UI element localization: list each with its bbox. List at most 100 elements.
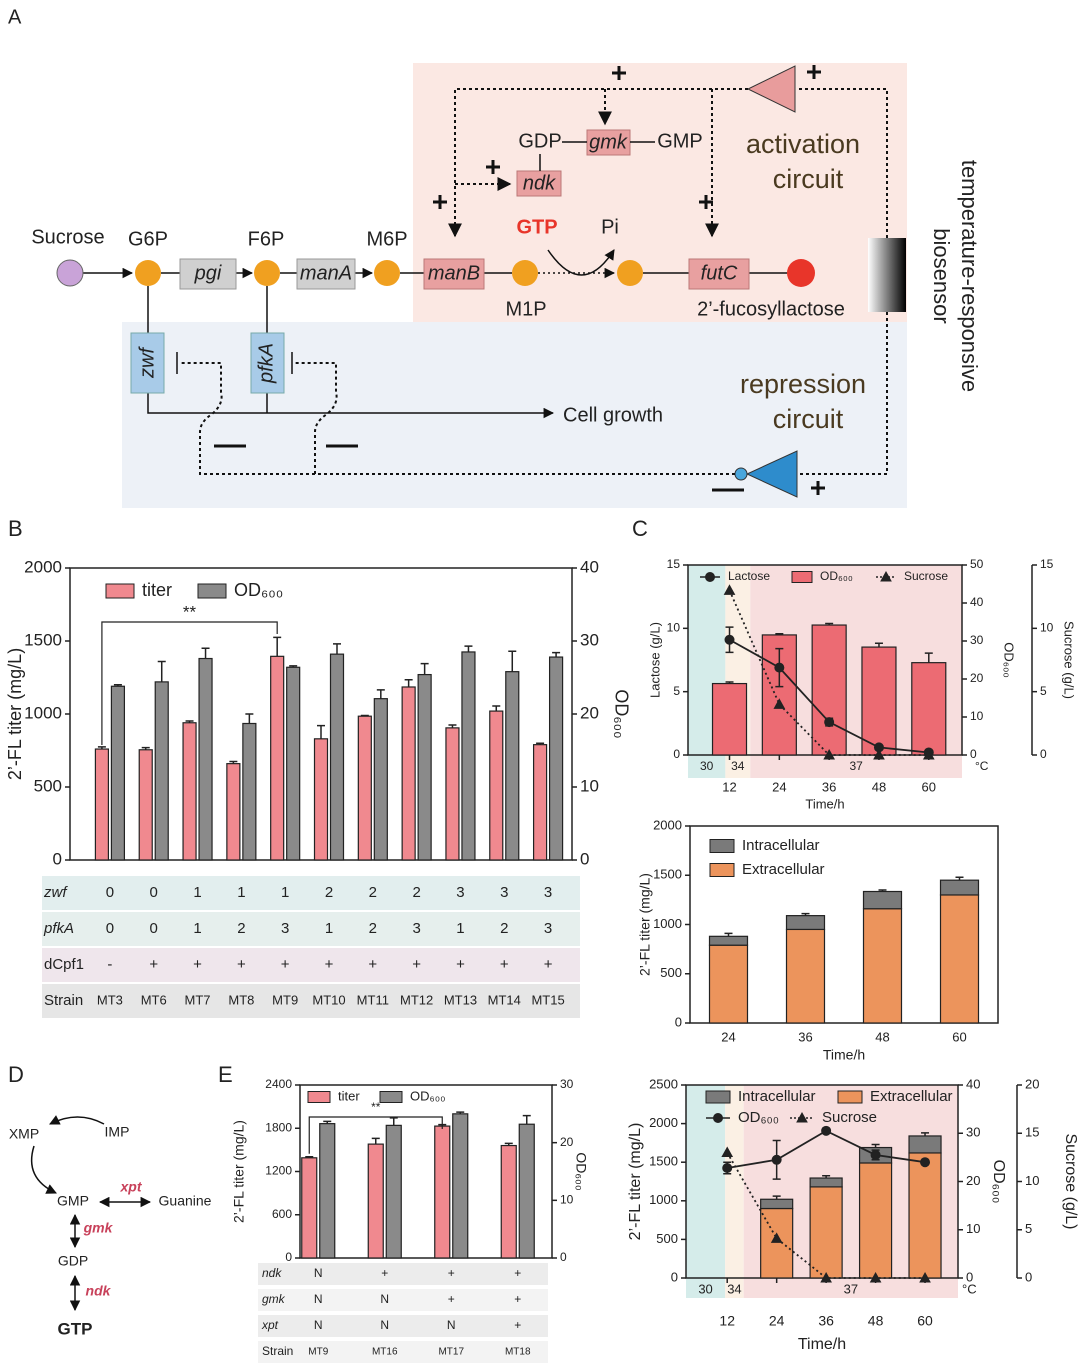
- table-cell: 0: [106, 884, 114, 901]
- metabolite: GDP: [518, 130, 561, 152]
- table-cell: MT17: [438, 1347, 464, 1358]
- error-bar: [464, 645, 473, 652]
- x-tick-label: 12: [722, 779, 736, 794]
- y2-tick-label: 10: [560, 1193, 574, 1207]
- table-row: [258, 1341, 548, 1363]
- diagram-a: A Sucrose G6P pgi F6P manA M6P manB M1P …: [8, 6, 982, 508]
- y-axis-title: 2’-FL titer (mg/L): [637, 873, 653, 976]
- x-tick-label: 24: [772, 779, 786, 794]
- metabolite: Sucrose: [31, 226, 104, 248]
- row-label: Strain: [44, 992, 83, 1009]
- y3-tick-label: 5: [1040, 684, 1047, 698]
- error-bar: [273, 636, 282, 657]
- diagram-shape: [448, 88, 748, 238]
- y-tick-label: 0: [673, 747, 680, 761]
- bar: [385, 1124, 402, 1259]
- table-cell: +: [514, 1318, 521, 1332]
- table-row: [258, 1289, 548, 1311]
- diagram-shape: [868, 238, 906, 312]
- diagram-shape: [179, 258, 237, 290]
- x-tick-label: 48: [868, 1313, 884, 1329]
- table-cell: +: [281, 956, 290, 973]
- error-bar: [448, 724, 457, 728]
- temperature-label: 34: [731, 759, 745, 773]
- panel-label: B: [8, 516, 23, 541]
- temperature-band: [725, 1085, 744, 1298]
- error-bar: [878, 889, 887, 892]
- legend-label: Lactose: [728, 569, 770, 583]
- y2-tick-label: 30: [966, 1125, 980, 1140]
- legend-swatch: [379, 1091, 403, 1103]
- y2-axis-title: OD₆₀₀: [573, 1152, 589, 1190]
- y-tick-label: 1500: [653, 867, 682, 882]
- table-cell: 1: [193, 884, 201, 901]
- row-label: xpt: [261, 1318, 279, 1332]
- y-tick-label: 1800: [265, 1120, 292, 1134]
- table-cell: MT18: [505, 1347, 531, 1358]
- bar: [417, 673, 432, 861]
- y2-tick-label: 0: [560, 1250, 567, 1264]
- x-axis-title: Time/h: [823, 1047, 865, 1063]
- gene: manB: [428, 262, 480, 284]
- circuit-label: activation: [746, 129, 860, 159]
- diagram-shape: [56, 259, 84, 287]
- y2-tick-label: 10: [970, 709, 984, 723]
- diagram-shape: [147, 286, 553, 413]
- bar-segment: [908, 1152, 942, 1279]
- error-bar: [508, 650, 517, 672]
- marker: [824, 717, 835, 728]
- table-cell: 1: [325, 920, 333, 937]
- y2-tick-label: 20: [966, 1173, 980, 1188]
- table-cell: +: [448, 1266, 455, 1280]
- legend-swatch: [791, 571, 813, 583]
- bar-segment: [708, 935, 749, 946]
- x-tick-label: 60: [922, 779, 936, 794]
- marker: [774, 662, 785, 673]
- y-tick-label: 500: [660, 965, 682, 980]
- y2-tick-label: 10: [580, 776, 599, 795]
- y-tick-label: 1000: [649, 1192, 678, 1207]
- marker: [922, 748, 935, 760]
- table-cell: +: [193, 956, 202, 973]
- bar: [434, 1125, 451, 1259]
- error-bar: [504, 1142, 513, 1146]
- bar: [242, 722, 257, 861]
- temperature-unit: °C: [962, 1281, 977, 1296]
- bar: [911, 662, 947, 756]
- error-bar: [724, 932, 733, 937]
- bar: [226, 763, 241, 861]
- diagram-shape: [130, 332, 165, 394]
- bar: [452, 1113, 469, 1259]
- y3-axis-title: Sucrose (g/L): [1062, 621, 1077, 699]
- y3-tick-label: 0: [1040, 747, 1047, 761]
- biosensor-label: biosensor: [929, 228, 954, 323]
- temperature-label: 37: [849, 759, 863, 773]
- y3-tick-label: 10: [1040, 621, 1054, 635]
- bar: [811, 624, 847, 756]
- gene: xpt: [120, 1179, 143, 1195]
- y-tick-label: 2000: [649, 1115, 678, 1130]
- table-row: [42, 876, 580, 910]
- table-cell: N: [380, 1292, 389, 1306]
- error-bar: [420, 662, 429, 675]
- table-cell: +: [514, 1266, 521, 1280]
- table-cell: MT14: [488, 992, 521, 1007]
- marker: [705, 572, 715, 582]
- y-tick-label: 1000: [653, 916, 682, 931]
- y-tick-label: 500: [656, 1231, 678, 1246]
- bar: [313, 738, 329, 861]
- legend-swatch: [197, 583, 227, 599]
- bar: [373, 698, 388, 861]
- x-axis-title: Time/h: [798, 1336, 846, 1353]
- y-tick-label: 2400: [265, 1077, 292, 1091]
- legend-label: titer: [338, 1088, 360, 1103]
- table-cell: +: [149, 956, 158, 973]
- error-bar: [921, 1132, 930, 1136]
- error-bar: [185, 720, 194, 723]
- significance-bracket: [308, 1116, 443, 1154]
- y3-tick-label: 15: [1025, 1125, 1039, 1140]
- table-cell: +: [368, 956, 377, 973]
- diagram-shape: [413, 63, 907, 322]
- legend-swatch: [307, 1091, 331, 1103]
